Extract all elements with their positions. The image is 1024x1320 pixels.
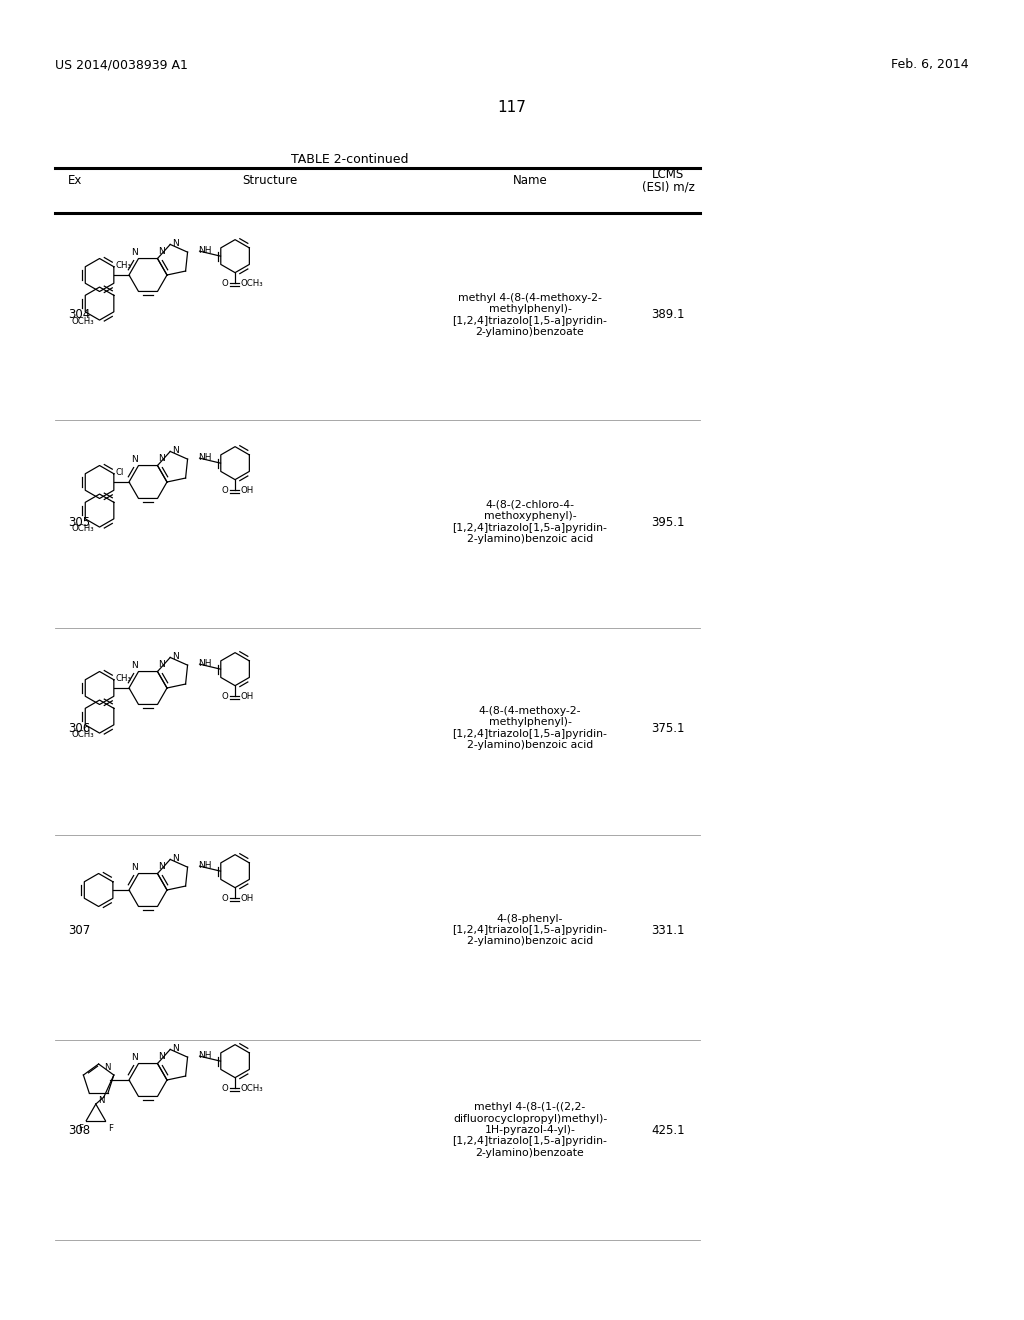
Text: 4-(8-(4-methoxy-2-: 4-(8-(4-methoxy-2- — [479, 706, 582, 715]
Text: 2-ylamino)benzoate: 2-ylamino)benzoate — [475, 1148, 585, 1158]
Text: methoxyphenyl)-: methoxyphenyl)- — [483, 511, 577, 521]
Text: O: O — [221, 692, 228, 701]
Text: Cl: Cl — [116, 469, 124, 478]
Text: methyl 4-(8-(1-((2,2-: methyl 4-(8-(1-((2,2- — [474, 1102, 586, 1111]
Text: 331.1: 331.1 — [651, 924, 685, 936]
Text: O: O — [221, 894, 228, 903]
Text: TABLE 2-continued: TABLE 2-continued — [291, 153, 409, 166]
Text: 425.1: 425.1 — [651, 1123, 685, 1137]
Text: US 2014/0038939 A1: US 2014/0038939 A1 — [55, 58, 187, 71]
Text: F: F — [109, 1123, 114, 1133]
Text: OCH₃: OCH₃ — [72, 730, 94, 739]
Text: OH: OH — [240, 486, 253, 495]
Text: 305: 305 — [68, 516, 90, 528]
Text: NH: NH — [199, 246, 212, 255]
Text: N: N — [172, 854, 179, 863]
Text: [1,2,4]triazolo[1,5-a]pyridin-: [1,2,4]triazolo[1,5-a]pyridin- — [453, 1137, 607, 1147]
Text: 2-ylamino)benzoic acid: 2-ylamino)benzoic acid — [467, 936, 593, 946]
Text: N: N — [131, 248, 137, 256]
Text: 4-(8-(2-chloro-4-: 4-(8-(2-chloro-4- — [485, 500, 574, 510]
Text: methylphenyl)-: methylphenyl)- — [488, 304, 571, 314]
Text: methylphenyl)-: methylphenyl)- — [488, 717, 571, 727]
Text: NH: NH — [199, 1051, 212, 1060]
Text: N: N — [159, 1052, 165, 1060]
Text: methyl 4-(8-(4-methoxy-2-: methyl 4-(8-(4-methoxy-2- — [458, 293, 602, 302]
Text: O: O — [221, 486, 228, 495]
Text: 306: 306 — [68, 722, 90, 734]
Text: CH₃: CH₃ — [116, 675, 132, 684]
Text: [1,2,4]triazolo[1,5-a]pyridin-: [1,2,4]triazolo[1,5-a]pyridin- — [453, 729, 607, 739]
Text: N: N — [131, 454, 137, 463]
Text: Feb. 6, 2014: Feb. 6, 2014 — [891, 58, 969, 71]
Text: NH: NH — [199, 453, 212, 462]
Text: NH: NH — [199, 659, 212, 668]
Text: 395.1: 395.1 — [651, 516, 685, 528]
Text: OH: OH — [240, 894, 253, 903]
Text: OCH₃: OCH₃ — [72, 524, 94, 533]
Text: 375.1: 375.1 — [651, 722, 685, 734]
Text: difluorocyclopropyl)methyl)-: difluorocyclopropyl)methyl)- — [453, 1114, 607, 1123]
Text: Name: Name — [513, 173, 548, 186]
Text: CH₃: CH₃ — [116, 261, 132, 271]
Text: OCH₃: OCH₃ — [240, 1084, 263, 1093]
Text: OCH₃: OCH₃ — [72, 317, 94, 326]
Text: [1,2,4]triazolo[1,5-a]pyridin-: [1,2,4]triazolo[1,5-a]pyridin- — [453, 925, 607, 935]
Text: 2-ylamino)benzoate: 2-ylamino)benzoate — [475, 327, 585, 337]
Text: 308: 308 — [68, 1123, 90, 1137]
Text: LCMS: LCMS — [652, 169, 684, 181]
Text: N: N — [159, 862, 165, 871]
Text: O: O — [221, 1084, 228, 1093]
Text: 4-(8-phenyl-: 4-(8-phenyl- — [497, 913, 563, 924]
Text: 2-ylamino)benzoic acid: 2-ylamino)benzoic acid — [467, 741, 593, 750]
Text: 117: 117 — [498, 100, 526, 115]
Text: N: N — [98, 1096, 105, 1105]
Text: 307: 307 — [68, 924, 90, 936]
Text: 304: 304 — [68, 309, 90, 322]
Text: [1,2,4]triazolo[1,5-a]pyridin-: [1,2,4]triazolo[1,5-a]pyridin- — [453, 315, 607, 326]
Text: N: N — [172, 239, 179, 248]
Text: N: N — [104, 1063, 111, 1072]
Text: (ESI) m/z: (ESI) m/z — [642, 181, 694, 194]
Text: F: F — [78, 1123, 83, 1133]
Text: N: N — [172, 652, 179, 661]
Text: OH: OH — [240, 692, 253, 701]
Text: N: N — [159, 660, 165, 668]
Text: 389.1: 389.1 — [651, 309, 685, 322]
Text: N: N — [172, 1044, 179, 1053]
Text: [1,2,4]triazolo[1,5-a]pyridin-: [1,2,4]triazolo[1,5-a]pyridin- — [453, 523, 607, 533]
Text: 1H-pyrazol-4-yl)-: 1H-pyrazol-4-yl)- — [484, 1125, 575, 1135]
Text: 2-ylamino)benzoic acid: 2-ylamino)benzoic acid — [467, 535, 593, 544]
Text: N: N — [172, 446, 179, 455]
Text: Structure: Structure — [243, 173, 298, 186]
Text: O: O — [221, 279, 228, 288]
Text: N: N — [159, 247, 165, 256]
Text: Ex: Ex — [68, 173, 82, 186]
Text: N: N — [159, 454, 165, 462]
Text: NH: NH — [199, 861, 212, 870]
Text: N: N — [131, 1052, 137, 1061]
Text: OCH₃: OCH₃ — [240, 279, 263, 288]
Text: N: N — [131, 862, 137, 871]
Text: N: N — [131, 660, 137, 669]
